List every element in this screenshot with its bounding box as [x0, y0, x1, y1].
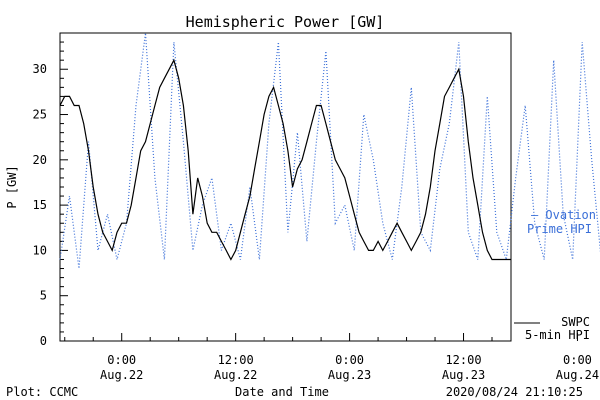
timestamp: 2020/08/24 21:10:25: [446, 385, 583, 399]
minor-ticks: [60, 32, 493, 341]
x-tick-label-time: 0:00: [335, 353, 364, 367]
series-layer: [59, 32, 600, 269]
y-tick-label: 0: [40, 334, 47, 348]
legend-swpc: SWPC 5-min HPI: [514, 315, 590, 342]
legend-ovation: — Ovation Prime HPI: [527, 208, 596, 236]
y-tick-label: 10: [33, 243, 47, 257]
x-tick-label-time: 0:00: [563, 353, 592, 367]
x-tick-label-date: Aug.22: [100, 368, 143, 382]
x-tick-label-date: Aug.22: [214, 368, 257, 382]
y-axis-ticks: 0 5 10 15 20 25 30: [33, 62, 68, 348]
legend-swpc-line2: 5-min HPI: [525, 328, 590, 342]
y-tick-label: 25: [33, 108, 47, 122]
plot-credit: Plot: CCMC: [6, 385, 78, 399]
y-tick-label: 20: [33, 153, 47, 167]
legend-swpc-line1: SWPC: [561, 315, 590, 329]
legend-ovation-line2: Prime HPI: [527, 222, 592, 236]
x-tick-label-time: 0:00: [107, 353, 136, 367]
x-tick-label-time: 12:00: [218, 353, 254, 367]
legend-ovation-line1: — Ovation: [531, 208, 596, 222]
x-tick-label-date: Aug.23: [328, 368, 371, 382]
x-tick-label-time: 12:00: [445, 353, 481, 367]
chart-title: Hemispheric Power [GW]: [186, 13, 385, 31]
y-axis-label: P [GW]: [5, 165, 19, 208]
y-tick-label: 5: [40, 289, 47, 303]
y-tick-label: 15: [33, 198, 47, 212]
x-axis-label: Date and Time: [235, 385, 329, 399]
y-tick-label: 30: [33, 62, 47, 76]
x-axis-ticks: 0:00Aug.2212:00Aug.220:00Aug.2312:00Aug.…: [100, 333, 599, 382]
x-tick-label-date: Aug.23: [442, 368, 485, 382]
series-line-swpc: [59, 58, 511, 261]
x-tick-label-date: Aug.24: [556, 368, 599, 382]
